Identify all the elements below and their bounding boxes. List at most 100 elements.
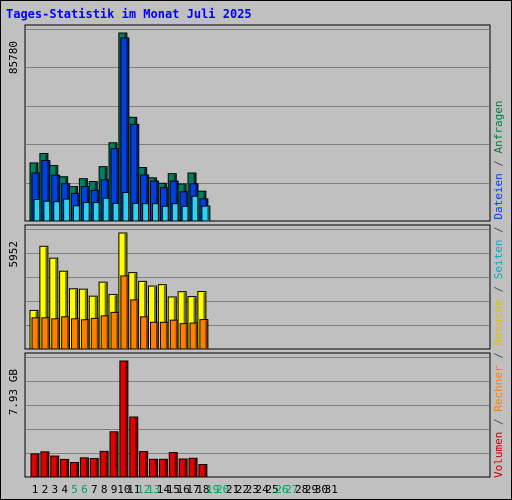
bar-dateien-13-shade <box>156 182 158 220</box>
bar-volumen-17-shade <box>194 459 197 476</box>
x-tick-16: 16 <box>177 483 190 496</box>
bar-seiten-18 <box>201 205 211 222</box>
bar-rechner-12-shade <box>146 317 149 348</box>
legend-item-7: / <box>492 220 505 240</box>
x-tick-22: 22 <box>236 483 249 496</box>
bar-rechner-3-shade <box>57 319 60 348</box>
bar-besuche-6-shade <box>84 290 87 348</box>
x-tick-8: 8 <box>101 483 108 496</box>
bar-volumen-10-shade <box>125 362 128 476</box>
bar-rechner-16-shade <box>185 324 188 348</box>
bar-volumen-18 <box>198 464 208 478</box>
bar-rechner-5-shade <box>77 319 79 348</box>
bar-volumen-3-shade <box>56 457 59 476</box>
bar-rechner-10-shade <box>126 276 129 348</box>
x-tick-21: 21 <box>226 483 239 496</box>
bar-dateien-14-shade <box>165 188 168 220</box>
bar-volumen-7-shade <box>95 459 98 476</box>
bar-rechner-15-shade <box>175 321 178 348</box>
x-tick-10: 10 <box>117 483 130 496</box>
x-tick-11: 11 <box>127 483 140 496</box>
bar-rechner-18 <box>199 319 209 350</box>
bar-dateien-1-shade <box>37 174 40 220</box>
x-tick-4: 4 <box>61 483 68 496</box>
legend-item-0: Volumen <box>492 432 505 478</box>
bar-volumen-17 <box>188 457 198 478</box>
bar-volumen-1 <box>30 453 40 478</box>
legend-item-6: Seiten <box>492 240 505 280</box>
legend-item-5: / <box>492 279 505 299</box>
bar-volumen-8 <box>99 450 109 478</box>
x-tick-13: 13 <box>147 483 160 496</box>
x-tick-25: 25 <box>265 483 278 496</box>
legend-item-4: Besuche <box>492 299 505 345</box>
bar-volumen-5-shade <box>76 463 78 476</box>
bar-volumen-4-shade <box>66 460 69 476</box>
bar-rechner-13-shade <box>156 323 158 348</box>
side-legend: Volumen / Rechner / Besuche / Seiten / D… <box>492 100 505 478</box>
bar-besuche-2-shade <box>45 247 48 348</box>
bar-dateien-11-shade <box>136 125 139 220</box>
legend-item-9: / <box>492 153 505 173</box>
bar-volumen-9 <box>109 431 119 478</box>
bar-volumen-12-shade <box>145 452 148 476</box>
bar-seiten-18-shade <box>207 207 210 220</box>
bar-volumen-6 <box>79 457 89 478</box>
legend-item-2: Rechner <box>492 365 505 412</box>
x-tick-30: 30 <box>315 483 328 496</box>
bar-volumen-14 <box>158 458 168 478</box>
bar-rechner-18-shade <box>205 320 208 348</box>
bar-dateien-10-shade <box>126 38 129 221</box>
bar-rechner-9-shade <box>116 313 119 348</box>
x-tick-27: 27 <box>285 483 298 496</box>
ymax-label-middle: 5952 <box>7 241 20 268</box>
bar-dateien-15-shade <box>175 182 178 220</box>
x-tick-5: 5 <box>71 483 78 496</box>
bar-rechner-6-shade <box>86 320 89 348</box>
bar-rechner-4-shade <box>67 317 70 348</box>
bar-volumen-10 <box>119 360 129 478</box>
x-tick-15: 15 <box>167 483 180 496</box>
bar-rechner-8-shade <box>106 316 109 348</box>
bar-volumen-12 <box>139 451 149 478</box>
bar-volumen-14-shade <box>164 460 167 476</box>
bar-volumen-2-shade <box>46 452 49 476</box>
bar-volumen-18-shade <box>204 465 207 476</box>
bar-volumen-5 <box>70 462 79 478</box>
legend-item-10: Anfragen <box>492 100 505 153</box>
x-tick-7: 7 <box>91 483 98 496</box>
bar-besuche-12-shade <box>144 282 147 348</box>
bar-volumen-11-shade <box>135 418 138 476</box>
bar-volumen-16 <box>178 458 188 478</box>
bar-dateien-12-shade <box>146 175 149 220</box>
bar-dateien-2-shade <box>47 161 50 220</box>
bar-volumen-11 <box>129 416 139 478</box>
x-tick-3: 3 <box>51 483 58 496</box>
bar-rechner-11-shade <box>136 300 139 348</box>
bar-rechner-1-shade <box>37 318 40 348</box>
ymax-label-bottom: 7.93 GB <box>7 369 20 416</box>
x-tick-19: 19 <box>206 483 219 496</box>
bar-besuche-3-shade <box>55 259 58 348</box>
x-tick-18: 18 <box>196 483 209 496</box>
x-tick-14: 14 <box>157 483 171 496</box>
bar-volumen-8-shade <box>105 452 108 476</box>
bar-volumen-13 <box>149 458 158 478</box>
bar-volumen-1-shade <box>36 454 39 476</box>
x-tick-2: 2 <box>42 483 49 496</box>
bar-volumen-9-shade <box>115 432 118 476</box>
bar-besuche-14-shade <box>163 285 166 348</box>
x-tick-12: 12 <box>137 483 150 496</box>
bar-rechner-17-shade <box>195 324 198 348</box>
bar-rechner-2-shade <box>47 318 50 348</box>
bar-besuche-16-shade <box>183 292 186 348</box>
bar-volumen-4 <box>60 458 70 478</box>
bar-volumen-15 <box>168 452 178 478</box>
x-tick-17: 17 <box>186 483 199 496</box>
bar-dateien-9-shade <box>116 149 119 220</box>
bar-volumen-13-shade <box>155 460 157 476</box>
bar-volumen-6-shade <box>85 458 88 476</box>
x-tick-20: 20 <box>216 483 229 496</box>
bar-volumen-3 <box>50 455 60 478</box>
